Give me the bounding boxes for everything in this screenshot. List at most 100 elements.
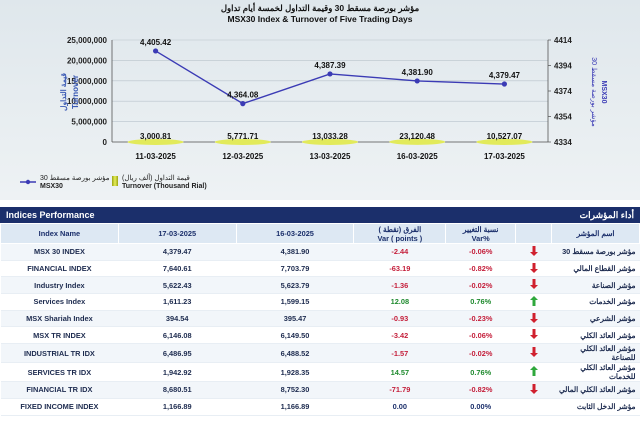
index-name-ar-cell: مؤشر الدخل الثابت — [551, 398, 640, 416]
var-points-cell: -2.44 — [353, 243, 446, 261]
index-name-cell: SERVICES TR IDX — [0, 362, 119, 383]
index-name-ar-cell: مؤشر العائد الكلي — [551, 326, 640, 345]
y-left-tick-label: 15,000,000 — [67, 77, 108, 86]
turnover-bar-label: 3,000.81 — [140, 132, 172, 141]
index-name-cell: MSX Shariah Index — [0, 310, 119, 328]
header-date-1: 17-03-2025 — [117, 223, 237, 244]
index-name-ar-cell: مؤشر القطاع المالي — [551, 260, 640, 278]
indices-table: Index Name 17-03-2025 16-03-2025 الفرق (… — [0, 223, 640, 416]
index-name-cell: FINANCIAL TR IDX — [0, 381, 119, 399]
value-date-1-cell: 1,166.89 — [118, 398, 237, 416]
y-right-tick-label: 4414 — [554, 36, 572, 45]
y-left-title-ar: قيمة التداول — [59, 73, 69, 111]
table-row: FINANCIAL TR IDX 8,680.51 8,752.30 -71.79 -0… — [0, 381, 640, 399]
turnover-bar-cap — [389, 138, 446, 145]
turnover-bar-label: 13,033.28 — [312, 132, 348, 141]
index-name-ar-cell: مؤشر بورصة مسقط 30 — [551, 243, 640, 261]
index-name-ar-cell: مؤشر الصناعة — [551, 276, 640, 295]
var-pct-cell: -0.82% — [445, 381, 516, 399]
var-pct-cell: 0.00% — [445, 398, 516, 416]
header-date-2: 16-03-2025 — [235, 223, 355, 244]
y-left-title: Turnover — [71, 75, 80, 109]
x-category-label: 13-03-2025 — [310, 152, 351, 161]
var-points-cell: -3.42 — [353, 326, 446, 345]
value-date-2-cell: 1,599.15 — [236, 293, 354, 311]
value-date-1-cell: 1,942.92 — [118, 362, 237, 383]
turnover-bar-cap — [127, 138, 184, 145]
indices-performance-panel: Indices Performance أداء المؤشرات Index … — [0, 207, 640, 424]
var-points-cell: 14.57 — [353, 362, 446, 383]
down-arrow-icon — [529, 383, 538, 394]
msx30-point-label: 4,381.90 — [402, 68, 434, 77]
direction-cell — [515, 276, 552, 295]
value-date-1-cell: 5,622.43 — [118, 276, 237, 295]
up-arrow-icon — [529, 366, 538, 377]
msx30-point — [240, 101, 246, 107]
index-name-cell: FIXED INCOME INDEX — [0, 398, 119, 416]
table-row: Services Index 1,611.23 1,599.15 12.08 0.76%… — [0, 293, 640, 311]
header-var-pct: نسبة التغيير Var% — [445, 223, 517, 244]
turnover-bar-label: 10,527.07 — [487, 132, 523, 141]
value-date-2-cell: 8,752.30 — [236, 381, 354, 399]
index-name-ar-cell: مؤشر العائد الكلي للصناعة — [551, 343, 640, 364]
down-arrow-icon — [529, 312, 538, 323]
combo-chart: مؤشر بورصة مسقط 30 وقيمة التداول لخمسة أ… — [59, 1, 607, 161]
panel-title: Indices Performance — [6, 210, 95, 220]
header-index-name-ar: اسم المؤشر — [551, 223, 640, 244]
header-var-pct-en: Var% — [471, 233, 490, 243]
table-body: MSX 30 INDEX 4,379.47 4,381.90 -2.44 -0.06% م… — [0, 243, 640, 416]
var-points-cell: -1.36 — [353, 276, 446, 295]
index-name-ar-cell: مؤشر الشرعي — [551, 310, 640, 328]
msx30-point — [327, 71, 333, 77]
turnover-bar-cap — [214, 138, 271, 145]
msx30-point-label: 4,387.39 — [314, 61, 346, 70]
msx30-line — [155, 50, 505, 105]
msx30-point-label: 4,379.47 — [489, 71, 521, 80]
panel-title-ar: أداء المؤشرات — [579, 209, 634, 220]
y-left-tick-label: 0 — [103, 138, 108, 147]
y-right-title-ar: مؤشر بورصة مسقط 30 — [590, 57, 598, 127]
msx30-point-label: 4,405.42 — [140, 38, 172, 47]
var-points-cell: -63.19 — [353, 260, 446, 278]
direction-cell — [515, 343, 552, 364]
var-points-cell: 0.00 — [353, 398, 446, 416]
x-category-label: 12-03-2025 — [222, 152, 263, 161]
direction-cell — [515, 310, 552, 328]
msx30-point-label: 4,364.08 — [227, 91, 259, 100]
value-date-2-cell: 4,381.90 — [236, 243, 354, 261]
index-name-cell: Services Index — [0, 293, 119, 311]
y-right-tick-label: 4374 — [554, 87, 572, 96]
y-right-tick-label: 4334 — [554, 138, 572, 147]
legend-msx30-en: MSX30 — [40, 183, 63, 190]
value-date-2-cell: 6,149.50 — [236, 326, 354, 345]
legend-line-icon — [20, 179, 36, 185]
index-name-cell: MSX 30 INDEX — [0, 243, 119, 261]
down-arrow-icon — [529, 347, 538, 358]
table-row: SERVICES TR IDX 1,942.92 1,928.35 14.57 0.76… — [0, 362, 640, 383]
x-category-label: 17-03-2025 — [484, 152, 525, 161]
header-var-pct-ar: نسبة التغيير — [462, 224, 499, 234]
panel-header: Indices Performance أداء المؤشرات — [0, 207, 640, 223]
header-index-name: Index Name — [0, 223, 119, 244]
legend-turnover-en: Turnover (Thousand Rial) — [122, 183, 207, 190]
value-date-2-cell: 5,623.79 — [236, 276, 354, 295]
var-pct-cell: -0.02% — [445, 276, 516, 295]
direction-cell — [515, 260, 552, 278]
msx30-point — [414, 78, 420, 84]
index-name-ar-cell: مؤشر العائد الكلي المالي — [551, 381, 640, 399]
table-row: Industry Index 5,622.43 5,623.79 -1.36 -0.02… — [0, 276, 640, 295]
down-arrow-icon — [529, 245, 538, 256]
index-name-cell: Industry Index — [0, 276, 119, 295]
table-row: MSX Shariah Index 394.54 395.47 -0.93 -0.23%… — [0, 310, 640, 328]
turnover-bar-cap — [302, 138, 358, 145]
value-date-2-cell: 7,703.79 — [236, 260, 354, 278]
index-name-ar-cell: مؤشر الخدمات — [551, 293, 640, 311]
down-arrow-icon — [529, 262, 538, 273]
header-var-points: الفرق (نقطة ) Var ( points ) — [353, 223, 447, 244]
direction-cell — [515, 362, 552, 383]
direction-cell — [515, 293, 552, 311]
var-points-cell: 12.08 — [353, 293, 446, 311]
index-name-cell: MSX TR INDEX — [0, 326, 119, 345]
chart-area: مؤشر بورصة مسقط 30 وقيمة التداول لخمسة أ… — [0, 0, 640, 200]
value-date-2-cell: 6,488.52 — [236, 343, 354, 364]
